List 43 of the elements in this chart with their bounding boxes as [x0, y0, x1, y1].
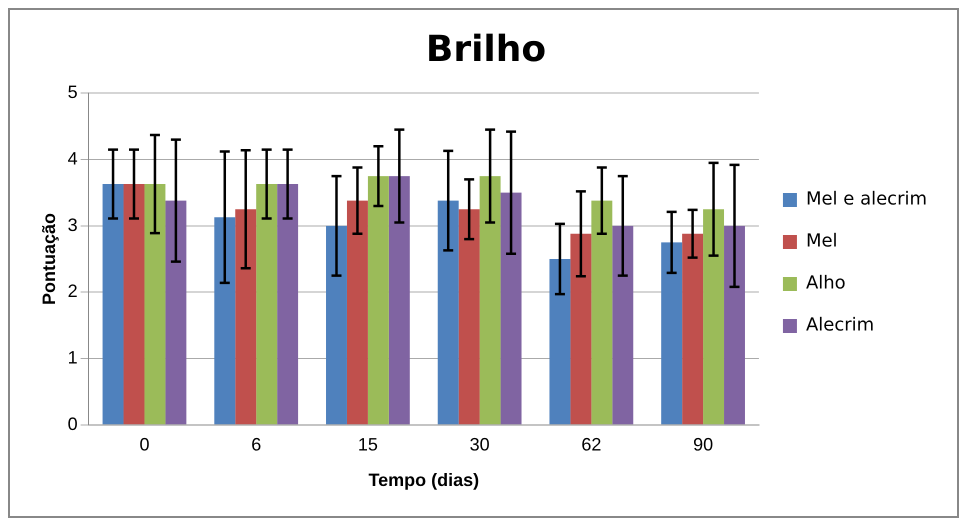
x-tick-label: 15 [358, 434, 378, 455]
bar [388, 176, 410, 424]
legend-label: Mel e alecrim [806, 188, 927, 210]
bar [480, 176, 501, 424]
bar [661, 242, 682, 424]
bar [438, 200, 459, 424]
y-tick-label: 1 [68, 347, 78, 368]
bar [214, 217, 236, 424]
x-tick-label: 6 [251, 434, 262, 455]
bar [724, 226, 745, 424]
bar [368, 176, 389, 424]
y-tick-label: 3 [68, 214, 78, 235]
legend-label: Alecrim [806, 314, 874, 336]
legend-label: Mel [806, 230, 838, 252]
x-tick-label: 30 [470, 434, 490, 455]
bar [682, 234, 704, 424]
bar [256, 184, 278, 424]
bar [165, 200, 186, 424]
bar [703, 209, 724, 424]
bar [549, 259, 570, 424]
bar [235, 209, 256, 424]
bar [102, 184, 124, 424]
y-axis-title: Pontuação [38, 212, 59, 306]
y-tick-label: 2 [68, 281, 78, 302]
x-tick-label: 62 [581, 434, 602, 455]
bar [570, 234, 592, 424]
bar [591, 200, 612, 424]
y-tick-label: 5 [68, 82, 78, 102]
bar [326, 226, 347, 424]
bar [346, 200, 368, 424]
bar [144, 184, 166, 424]
x-tick-label: 0 [139, 434, 150, 455]
bar [612, 226, 634, 424]
chart-title: Brilho [426, 28, 546, 70]
bar [277, 184, 298, 424]
bar [500, 192, 522, 424]
legend-label: Alho [806, 272, 846, 294]
bar [458, 209, 480, 424]
bar [124, 184, 144, 424]
y-tick-label: 0 [68, 414, 78, 434]
x-tick-label: 90 [693, 434, 714, 455]
x-axis-title: Tempo (dias) [368, 470, 480, 490]
y-tick-label: 4 [68, 148, 78, 168]
